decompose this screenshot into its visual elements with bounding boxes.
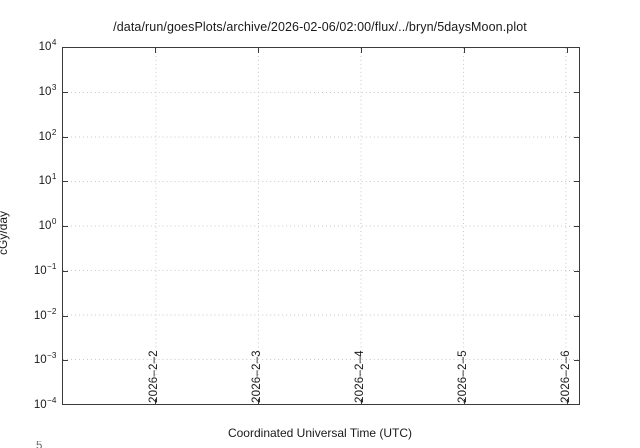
y-axis-tick-label: 10−4	[33, 396, 57, 411]
y-axis-tick-mark	[574, 360, 580, 362]
y-axis-tick-label: 10−3	[33, 351, 57, 367]
y-axis-tick-mark	[62, 181, 68, 183]
y-axis-tick-label: 103	[38, 82, 57, 98]
y-axis-tick-mark	[574, 181, 580, 183]
x-axis-tick-label: 2026–2–3	[251, 350, 264, 403]
chart-title: /data/run/goesPlots/archive/2026-02-06/0…	[113, 20, 527, 34]
y-axis-tick-label: 102	[38, 127, 57, 143]
x-axis-tick-label: 2026–2–2	[148, 350, 161, 403]
y-axis-tick-mark	[574, 91, 580, 93]
y-axis-tick-labels: 104 103 102 101 100 10−1 10−2 10−3 10−4	[0, 0, 57, 448]
x-axis-tick-mark	[566, 47, 568, 53]
plot-area	[62, 47, 580, 405]
y-axis-tick-mark	[62, 360, 68, 362]
y-axis-tick-label: 100	[38, 217, 57, 232]
x-axis-tick-mark	[155, 399, 157, 405]
x-axis-tick-mark	[464, 399, 465, 405]
x-axis-tick-label: 2026–2–4	[354, 350, 367, 403]
y-axis-tick-mark	[62, 315, 68, 317]
y-axis-tick-mark	[574, 270, 580, 272]
x-axis-tick-mark	[464, 47, 465, 53]
y-axis-tick-mark	[62, 226, 68, 227]
y-axis-tick-mark	[62, 136, 68, 138]
y-axis-title: cGy/day	[0, 210, 10, 256]
x-axis-tick-mark	[258, 47, 260, 53]
y-axis-tick-label: 101	[38, 172, 57, 188]
x-axis-tick-label: 2026–2–5	[457, 350, 469, 403]
y-axis-tick-mark	[62, 270, 68, 272]
y-axis-tick-label: 10−2	[33, 306, 57, 322]
x-axis-tick-mark	[258, 399, 260, 405]
y-axis-tick-label: 104	[38, 38, 57, 53]
x-axis-tick-mark	[361, 47, 363, 53]
y-axis-tick-mark	[62, 91, 68, 93]
x-axis-tick-mark	[361, 399, 363, 405]
y-axis-tick-mark	[574, 136, 580, 138]
x-axis-tick-label: 2026–2–6	[559, 350, 572, 403]
x-axis-title: Coordinated Universal Time (UTC)	[227, 426, 413, 440]
y-axis-tick-mark	[574, 226, 580, 227]
clipped-bottom-glyph: 5	[36, 441, 43, 448]
y-axis-tick-mark	[574, 315, 580, 317]
x-axis-tick-mark	[155, 47, 157, 53]
y-axis-tick-label: 10−1	[33, 261, 57, 277]
gridlines	[63, 48, 579, 404]
x-axis-tick-mark	[566, 399, 568, 405]
